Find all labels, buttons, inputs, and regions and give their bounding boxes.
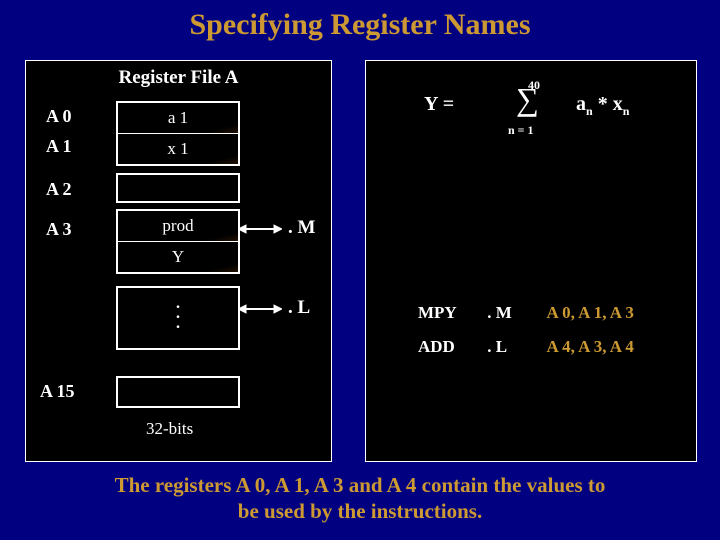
register-block-a2 bbox=[116, 173, 240, 203]
arrow-m-icon bbox=[238, 221, 282, 237]
label-a1: A 1 bbox=[46, 136, 72, 157]
sigma-icon: ∑ bbox=[516, 81, 539, 118]
label-a2: A 2 bbox=[46, 179, 72, 200]
cell-a1: a 1 bbox=[118, 103, 238, 134]
caption: The registers A 0, A 1, A 3 and A 4 cont… bbox=[0, 472, 720, 525]
bits-label: 32-bits bbox=[146, 419, 193, 439]
formula-lhs: Y = bbox=[424, 93, 454, 116]
register-block-dots: ... bbox=[116, 286, 240, 350]
unit-l: . L bbox=[288, 297, 310, 319]
instruction-mpy: MPY . M A 0, A 1, A 3 bbox=[418, 303, 634, 323]
cell-y: Y bbox=[118, 242, 238, 272]
instruction-add: ADD . L A 4, A 3, A 4 bbox=[418, 337, 634, 357]
label-a0: A 0 bbox=[46, 106, 72, 127]
register-block-a3: prod Y bbox=[116, 209, 240, 274]
register-block-top: a 1 x 1 bbox=[116, 101, 240, 166]
unit-m: . M bbox=[288, 217, 315, 239]
label-a15: A 15 bbox=[40, 381, 75, 402]
arrow-l-icon bbox=[238, 301, 282, 317]
register-file-title: Register File A bbox=[26, 67, 331, 89]
slide-title: Specifying Register Names bbox=[0, 0, 720, 42]
formula-rhs: an * xn bbox=[576, 93, 629, 119]
cell-x1: x 1 bbox=[118, 134, 238, 164]
dots: ... bbox=[118, 288, 238, 348]
cell-prod: prod bbox=[118, 211, 238, 242]
equation-panel: Y = 40 ∑ n = 1 an * xn MPY . M A 0, A 1,… bbox=[365, 60, 697, 462]
register-block-a15 bbox=[116, 376, 240, 408]
label-a3: A 3 bbox=[46, 219, 72, 240]
formula-lower: n = 1 bbox=[508, 117, 534, 140]
register-file-panel: Register File A A 0 A 1 A 2 A 3 A 15 a 1… bbox=[25, 60, 332, 462]
